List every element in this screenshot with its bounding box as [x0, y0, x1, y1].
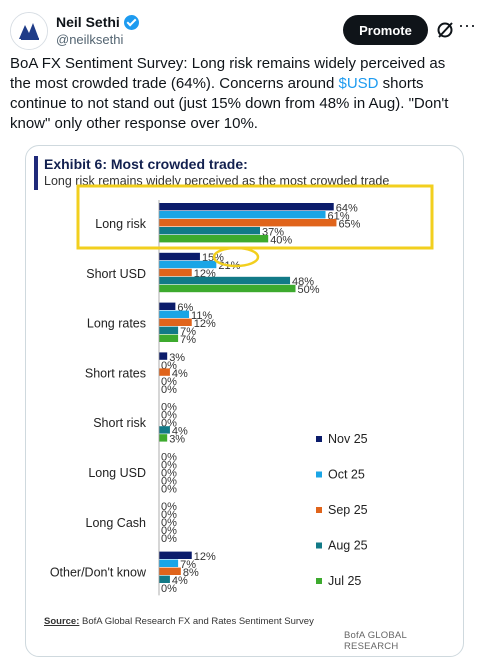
bar	[159, 276, 291, 285]
data-label: 7%	[180, 334, 196, 346]
chart-source: Source: BofA Global Research FX and Rate…	[44, 616, 314, 627]
data-label: 11%	[191, 310, 212, 322]
bar	[159, 203, 334, 211]
data-label: 7%	[180, 559, 196, 571]
data-label: 4%	[172, 575, 188, 587]
data-label: 7%	[180, 326, 196, 338]
bar	[159, 260, 217, 269]
avatar[interactable]	[10, 12, 48, 50]
promote-button[interactable]: Promote	[343, 15, 428, 45]
data-label: 4%	[172, 426, 188, 438]
verified-badge-icon	[123, 14, 139, 30]
bar	[159, 352, 168, 360]
category-label: Other/Don't know	[50, 566, 147, 580]
data-label: 0%	[161, 376, 177, 388]
category-label: Long risk	[95, 217, 146, 231]
author-handle[interactable]: @neilksethi	[56, 32, 124, 47]
legend-label: Nov 25	[328, 432, 368, 446]
data-label: 0%	[161, 410, 177, 422]
data-label: 0%	[161, 451, 177, 463]
bar	[159, 284, 296, 293]
bar	[159, 434, 168, 442]
category-label: Long USD	[88, 466, 146, 480]
chart-image-card[interactable]: Exhibit 6: Most crowded trade: Long risk…	[25, 145, 464, 657]
bar	[159, 567, 181, 575]
author-name[interactable]: Neil Sethi	[56, 14, 139, 30]
data-label: 8%	[183, 567, 199, 579]
legend-swatch	[316, 436, 322, 442]
legend-label: Sep 25	[328, 503, 368, 517]
legend-label: Jul 25	[328, 574, 361, 588]
data-label: 0%	[161, 533, 177, 545]
category-label: Short rates	[85, 366, 146, 380]
data-label: 0%	[161, 501, 177, 513]
tweet-text: BoA FX Sentiment Survey: Long risk remai…	[10, 54, 468, 134]
bar	[159, 219, 337, 227]
author-name-text[interactable]: Neil Sethi	[56, 14, 120, 30]
data-label: 3%	[169, 352, 185, 364]
bar	[159, 310, 190, 318]
legend-swatch	[316, 507, 322, 513]
data-label: 64%	[336, 202, 358, 214]
bar	[159, 326, 179, 334]
source-text: BofA Global Research FX and Rates Sentim…	[79, 616, 314, 627]
data-label: 4%	[172, 368, 188, 380]
data-label: 40%	[270, 234, 292, 246]
bar	[159, 368, 170, 376]
bar	[159, 318, 192, 326]
cashtag-link[interactable]: $USD	[338, 75, 379, 92]
legend-label: Aug 25	[328, 539, 368, 553]
bar	[159, 334, 179, 342]
category-label: Long rates	[87, 317, 146, 331]
bar	[159, 426, 170, 434]
brand-label: BofA GLOBAL RESEARCH	[344, 630, 407, 652]
data-label: 0%	[161, 384, 177, 396]
data-label: 65%	[338, 218, 360, 230]
grok-icon[interactable]	[434, 19, 456, 41]
bar	[159, 575, 170, 583]
bar	[159, 268, 192, 277]
data-label: 0%	[161, 525, 177, 537]
bar	[159, 252, 200, 261]
legend-swatch	[316, 542, 322, 549]
tweet-text-part: shorts continue to not stand out (just 1…	[10, 75, 449, 132]
category-label: Short USD	[86, 267, 146, 281]
exhibit-accent-bar	[34, 156, 38, 190]
legend-label: Oct 25	[328, 468, 365, 482]
data-label: 0%	[161, 583, 177, 595]
bar	[159, 227, 261, 235]
data-label: 12%	[194, 551, 216, 563]
data-label: 0%	[161, 517, 177, 529]
bar	[159, 211, 326, 219]
data-label: 0%	[161, 483, 177, 495]
avatar-logo-icon	[11, 13, 47, 49]
category-label: Long Cash	[86, 516, 147, 530]
legend-swatch	[316, 578, 322, 584]
data-label: 0%	[161, 467, 177, 479]
bar	[159, 559, 179, 567]
legend-swatch	[316, 471, 322, 478]
data-label: 3%	[169, 434, 185, 446]
tweet-header: Neil Sethi @neilksethi Promote ···	[10, 10, 476, 50]
data-label: 0%	[161, 509, 177, 521]
tweet-text-part: BoA FX Sentiment Survey: Long risk remai…	[10, 55, 446, 92]
more-options-button[interactable]: ···	[458, 15, 476, 35]
long-risk-highlight-box	[76, 184, 434, 250]
data-label: 0%	[161, 459, 177, 471]
short-usd-highlight-circle	[212, 246, 260, 268]
data-label: 12%	[194, 318, 216, 330]
data-label: 50%	[298, 284, 320, 296]
bar	[159, 302, 176, 310]
data-label: 48%	[292, 276, 314, 288]
bar	[159, 551, 192, 559]
category-label: Short risk	[93, 416, 147, 430]
chart-title: Exhibit 6: Most crowded trade:	[44, 156, 248, 172]
data-label: 0%	[161, 402, 177, 414]
bar	[159, 235, 269, 243]
data-label: 0%	[161, 475, 177, 487]
source-label: Source:	[44, 616, 80, 627]
